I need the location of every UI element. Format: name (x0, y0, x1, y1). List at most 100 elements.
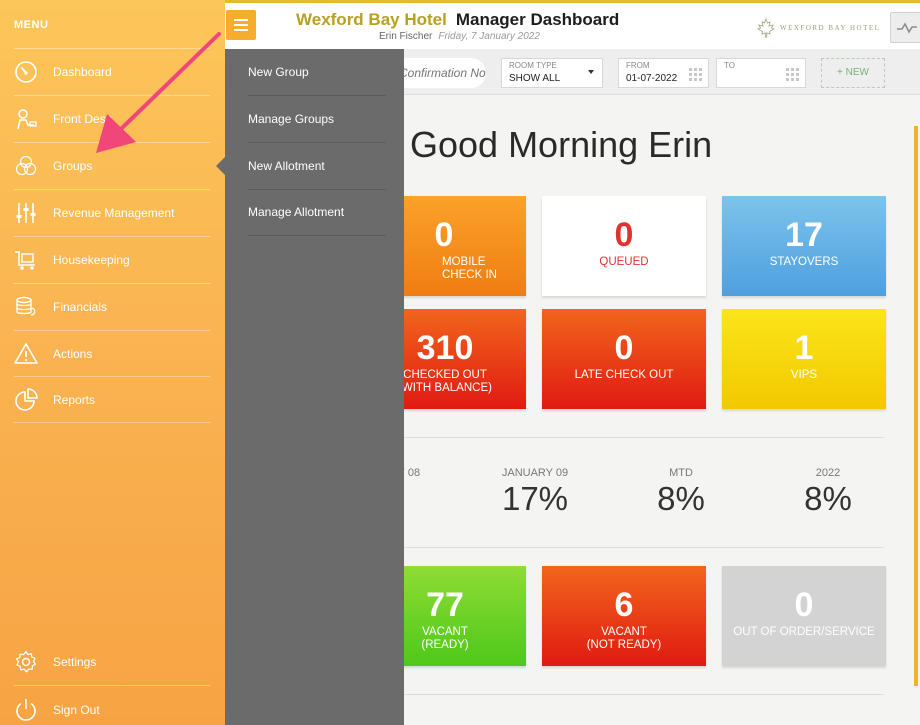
bellhop-icon (14, 106, 46, 132)
from-date-value: 01-07-2022 (626, 73, 678, 84)
user-name: Erin Fischer (379, 31, 433, 42)
stat-value: 17% (501, 480, 569, 517)
hamburger-icon (234, 19, 248, 21)
to-label: TO (724, 61, 735, 70)
divider (404, 437, 884, 438)
coins-icon (14, 294, 46, 320)
warning-icon (14, 341, 46, 367)
active-item-indicator (216, 157, 225, 175)
from-date-field[interactable]: FROM 01-07-2022 (618, 58, 709, 88)
pulse-button[interactable] (890, 12, 920, 43)
sidebar-item-label: Settings (53, 655, 97, 669)
pulse-icon (897, 22, 917, 34)
sidebar-item-financials[interactable]: Financials (14, 283, 210, 330)
stat-value: 8% (657, 480, 705, 517)
sliders-icon (14, 200, 46, 226)
tile-label-line1: VIPS (790, 369, 818, 381)
groups-submenu: New Group Manage Groups New Allotment Ma… (225, 49, 404, 725)
stat-value: 8% (804, 480, 852, 517)
submenu-new-group[interactable]: New Group (248, 49, 386, 96)
divider (404, 694, 884, 695)
room-type-select[interactable]: ROOM TYPE SHOW ALL (501, 58, 603, 88)
cart-icon (14, 247, 46, 273)
menu-title: MENU (14, 19, 49, 31)
pie-chart-icon (14, 387, 46, 413)
chevron-down-icon (588, 70, 594, 74)
sidebar-item-reports[interactable]: Reports (14, 376, 210, 423)
tile-label-line1: OUT OF ORDER/SERVICE (733, 626, 875, 638)
sidebar-item-label: Revenue Management (53, 206, 175, 220)
calendar-icon[interactable] (786, 67, 800, 81)
stayovers-tile[interactable]: 17 STAYOVERS (722, 196, 886, 296)
hamburger-button[interactable] (226, 10, 256, 40)
sidebar-item-label: Actions (53, 347, 93, 361)
sidebar-item-revenue-management[interactable]: Revenue Management (14, 189, 210, 236)
vacant-not-ready-tile[interactable]: 6 VACANT (NOT READY) (542, 566, 706, 666)
tile-label: STAYOVERS (769, 256, 839, 268)
tile-value: 6 (614, 586, 634, 624)
vips-tile[interactable]: 1 VIPS (722, 309, 886, 409)
hotel-logo: WEXFORD BAY HOTEL (756, 18, 880, 38)
from-label: FROM (626, 61, 650, 70)
sidebar-item-label: Reports (53, 392, 96, 407)
tile-value: 0 (434, 216, 454, 254)
sidebar-item-housekeeping[interactable]: Housekeeping (14, 236, 210, 283)
gear-icon (14, 649, 46, 675)
sidebar-item-settings[interactable]: Settings (14, 639, 210, 686)
sidebar-item-actions[interactable]: Actions (14, 330, 210, 377)
power-icon (14, 697, 46, 723)
sidebar-item-groups[interactable]: Groups (14, 142, 210, 189)
tile-label: MOBILE CHECK IN (442, 256, 497, 281)
tile-label-line1: VACANT (601, 626, 647, 638)
groups-icon (14, 153, 46, 179)
page-title: Manager Dashboard (455, 10, 620, 29)
confirmation-search-input[interactable] (395, 58, 486, 88)
tile-label-line2: (WITH BALANCE) (398, 382, 492, 394)
tile-value: 0 (614, 329, 634, 367)
divider (404, 547, 884, 548)
stat-label: MTD (669, 467, 693, 479)
new-button[interactable]: + NEW (821, 58, 885, 88)
submenu-new-allotment[interactable]: New Allotment (248, 143, 386, 190)
sidebar-item-sign-out[interactable]: Sign Out (14, 686, 210, 725)
late-check-out-tile[interactable]: 0 LATE CHECK OUT (542, 309, 706, 409)
sidebar-item-front-desk[interactable]: Front Desk (14, 95, 210, 142)
greeting-text: Good Morning Erin (410, 124, 713, 165)
tile-label-line1: LATE CHECK OUT (574, 369, 674, 381)
stat-label: 2022 (815, 467, 841, 479)
logo-text: WEXFORD BAY HOTEL (780, 24, 881, 32)
stat-label: JANUARY 09 (501, 467, 569, 479)
sidebar-item-label: Front Desk (53, 112, 112, 126)
scroll-indicator (914, 126, 918, 686)
sidebar-item-label: Dashboard (53, 65, 112, 79)
tile-value: 1 (794, 329, 814, 367)
tile-value: 17 (785, 216, 823, 254)
tile-value: 0 (794, 586, 814, 624)
speedometer-icon (14, 59, 46, 85)
hotel-name: Wexford Bay Hotel (296, 10, 447, 29)
occupancy-stat: 2022 8% (768, 467, 888, 518)
out-of-order-tile[interactable]: 0 OUT OF ORDER/SERVICE (722, 566, 886, 666)
current-date: Friday, 7 January 2022 (438, 31, 540, 42)
occupancy-stat: MTD 8% (621, 467, 741, 518)
user-date-line: Erin Fischer Friday, 7 January 2022 (379, 31, 540, 42)
tile-label-line2: (READY) (421, 639, 469, 651)
submenu-manage-groups[interactable]: Manage Groups (248, 96, 386, 143)
tile-value: 310 (416, 329, 474, 367)
tile-value: 77 (426, 586, 464, 624)
sidebar-item-label: Sign Out (53, 702, 100, 717)
tile-label: QUEUED (599, 256, 649, 268)
occupancy-stat: JANUARY 09 17% (475, 467, 595, 518)
room-type-label: ROOM TYPE (509, 61, 557, 70)
room-type-value: SHOW ALL (509, 73, 561, 84)
queued-tile[interactable]: 0 QUEUED (542, 196, 706, 296)
tile-label-line1: CHECKED OUT (403, 369, 487, 381)
calendar-icon[interactable] (689, 67, 703, 81)
maple-leaf-icon (756, 18, 776, 38)
tile-value: 0 (614, 216, 634, 254)
brand-area: Wexford Bay Hotel Manager Dashboard (296, 10, 619, 30)
sidebar-item-dashboard[interactable]: Dashboard (14, 48, 210, 95)
sidebar-item-label: Groups (53, 159, 93, 173)
to-date-field[interactable]: TO (716, 58, 806, 88)
submenu-manage-allotment[interactable]: Manage Allotment (248, 189, 386, 236)
